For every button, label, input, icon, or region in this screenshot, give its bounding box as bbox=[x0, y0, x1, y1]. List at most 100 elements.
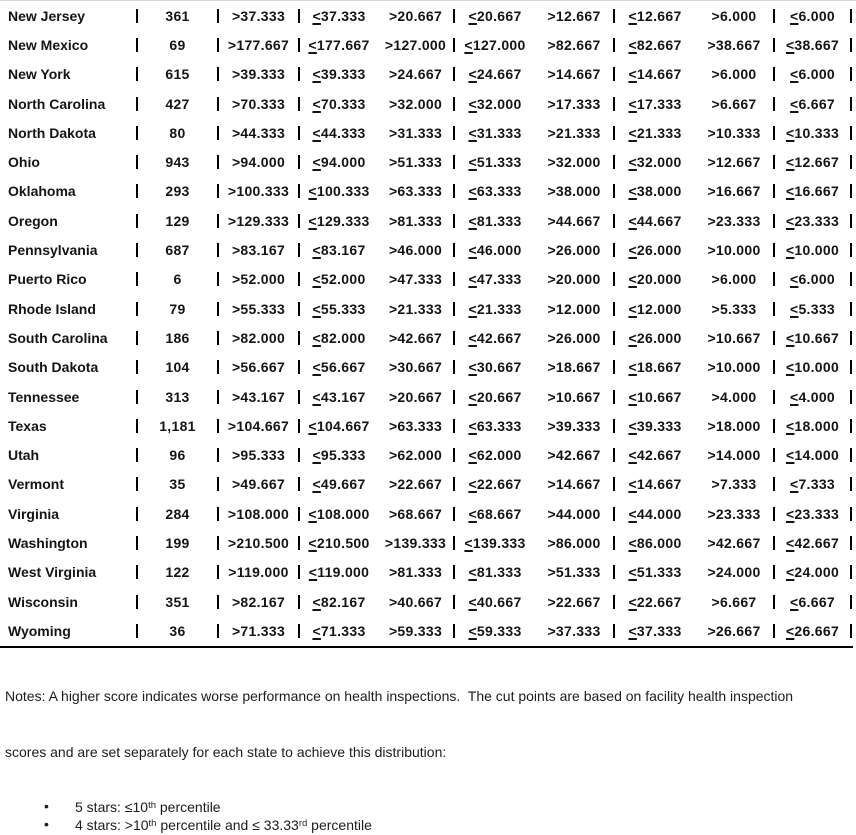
cut-point-value: <62.000 bbox=[455, 448, 535, 462]
cut-point-value: >44.333 bbox=[219, 126, 300, 140]
cut-point-value: <39.333 bbox=[615, 419, 695, 433]
state-name: New Jersey bbox=[0, 9, 138, 23]
cut-point-value: <108.000 bbox=[300, 507, 378, 521]
cut-point-value: >23.333 bbox=[695, 507, 775, 521]
cut-point-value: <95.333 bbox=[300, 448, 378, 462]
cut-point-value: >6.000 bbox=[695, 67, 775, 81]
cut-point-value: >18.667 bbox=[535, 360, 615, 374]
facility-count: 615 bbox=[138, 67, 219, 81]
cut-point-value: >94.000 bbox=[219, 155, 300, 169]
cut-point-value: <10.667 bbox=[775, 331, 852, 345]
cut-point-value: <4.000 bbox=[775, 390, 852, 404]
cut-point-value: >31.333 bbox=[378, 126, 455, 140]
cut-point-value: <100.333 bbox=[300, 184, 378, 198]
state-name: New York bbox=[0, 67, 138, 81]
cut-point-value: >81.333 bbox=[378, 214, 455, 228]
cut-point-value: <23.333 bbox=[775, 214, 852, 228]
cut-point-value: <42.667 bbox=[455, 331, 535, 345]
cut-point-value: <10.667 bbox=[615, 390, 695, 404]
cut-point-value: <63.333 bbox=[455, 184, 535, 198]
cut-point-value: <6.000 bbox=[775, 67, 852, 81]
cut-point-value: >42.667 bbox=[378, 331, 455, 345]
state-name: West Virginia bbox=[0, 565, 138, 579]
cut-point-value: <12.000 bbox=[615, 302, 695, 316]
cut-point-value: >51.333 bbox=[378, 155, 455, 169]
facility-count: 284 bbox=[138, 507, 219, 521]
cut-point-value: <14.667 bbox=[615, 67, 695, 81]
cut-point-value: <44.000 bbox=[615, 507, 695, 521]
cut-point-value: >38.000 bbox=[535, 184, 615, 198]
cut-point-value: <23.333 bbox=[775, 507, 852, 521]
cut-point-value: <37.333 bbox=[300, 9, 378, 23]
cut-point-value: <32.000 bbox=[615, 155, 695, 169]
cut-point-value: >81.333 bbox=[378, 565, 455, 579]
cut-point-value: <38.000 bbox=[615, 184, 695, 198]
cut-point-value: <26.000 bbox=[615, 331, 695, 345]
state-name: Oregon bbox=[0, 214, 138, 228]
cut-point-value: >52.000 bbox=[219, 272, 300, 286]
cut-point-value: <38.667 bbox=[775, 38, 852, 52]
cut-point-value: <46.000 bbox=[455, 243, 535, 257]
bullet-dot: • bbox=[44, 797, 49, 815]
cut-point-value: >129.333 bbox=[219, 214, 300, 228]
cut-point-value: >17.333 bbox=[535, 97, 615, 111]
bullet-dot: • bbox=[44, 815, 49, 833]
cut-point-value: >6.667 bbox=[695, 97, 775, 111]
state-name: Tennessee bbox=[0, 390, 138, 404]
cut-point-value: <51.333 bbox=[615, 565, 695, 579]
cut-point-value: <10.000 bbox=[775, 243, 852, 257]
cut-point-value: <129.333 bbox=[300, 214, 378, 228]
state-name: Virginia bbox=[0, 507, 138, 521]
cut-point-value: >119.000 bbox=[219, 565, 300, 579]
cut-point-value: <49.667 bbox=[300, 477, 378, 491]
cut-point-value: <82.667 bbox=[615, 38, 695, 52]
cut-point-value: >30.667 bbox=[378, 360, 455, 374]
cut-point-value: <44.333 bbox=[300, 126, 378, 140]
cut-point-value: >23.333 bbox=[695, 214, 775, 228]
notes-bullet: •4 stars: >10th percentile and ≤ 33.33rd… bbox=[5, 816, 851, 834]
cut-point-value: >51.333 bbox=[535, 565, 615, 579]
cut-point-value: >14.667 bbox=[535, 67, 615, 81]
cut-point-value: <71.333 bbox=[300, 624, 378, 638]
cut-point-value: <10.333 bbox=[775, 126, 852, 140]
cut-point-value: <6.000 bbox=[775, 9, 852, 23]
cut-point-value: >38.667 bbox=[695, 38, 775, 52]
cut-point-value: >26.000 bbox=[535, 331, 615, 345]
cut-point-value: >43.167 bbox=[219, 390, 300, 404]
cut-point-value: <6.000 bbox=[775, 272, 852, 286]
cut-point-value: <63.333 bbox=[455, 419, 535, 433]
cut-point-value: >12.667 bbox=[535, 9, 615, 23]
cut-point-value: <12.667 bbox=[615, 9, 695, 23]
cut-point-value: >40.667 bbox=[378, 595, 455, 609]
cut-point-value: <30.667 bbox=[455, 360, 535, 374]
cut-point-value: <139.333 bbox=[455, 536, 535, 550]
cut-point-value: <7.333 bbox=[775, 477, 852, 491]
state-name: Utah bbox=[0, 448, 138, 462]
state-name: Oklahoma bbox=[0, 184, 138, 198]
cut-point-value: >68.667 bbox=[378, 507, 455, 521]
cut-point-value: <26.000 bbox=[615, 243, 695, 257]
facility-count: 687 bbox=[138, 243, 219, 257]
cut-point-value: <68.667 bbox=[455, 507, 535, 521]
cut-point-value: <17.333 bbox=[615, 97, 695, 111]
cut-point-value: >44.000 bbox=[535, 507, 615, 521]
cut-point-value: >100.333 bbox=[219, 184, 300, 198]
state-name: South Dakota bbox=[0, 360, 138, 374]
cut-point-value: >24.667 bbox=[378, 67, 455, 81]
cut-point-value: <20.667 bbox=[455, 390, 535, 404]
cut-point-value: >47.333 bbox=[378, 272, 455, 286]
cut-point-value: >26.000 bbox=[535, 243, 615, 257]
cut-point-value: >10.667 bbox=[535, 390, 615, 404]
cut-point-value: <20.667 bbox=[455, 9, 535, 23]
